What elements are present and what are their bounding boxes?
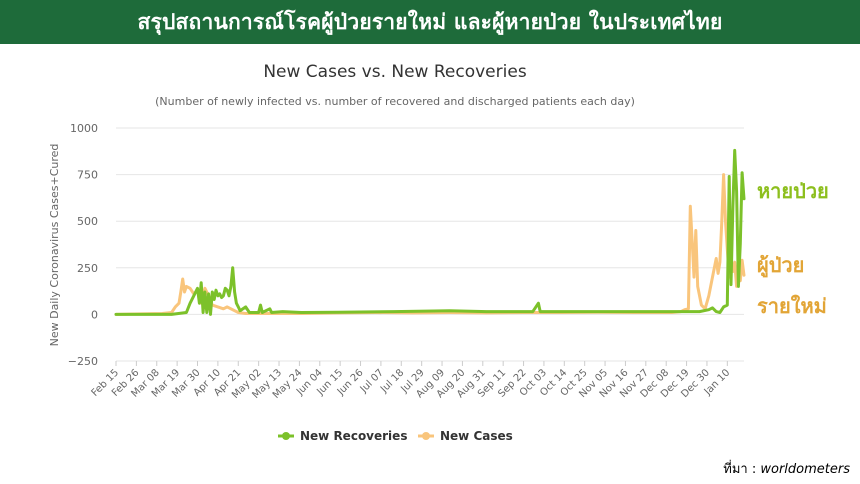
legend-new-recoveries-marker xyxy=(282,432,290,440)
recoveries-annotation: หายป่วย xyxy=(757,179,829,203)
legend-new-cases-marker xyxy=(422,432,430,440)
source-credit: ที่มา : worldometers xyxy=(723,458,850,479)
legend-new-recoveries-label: New Recoveries xyxy=(300,429,407,443)
y-tick-label: 0 xyxy=(91,308,98,321)
new-cases-annotation-line1: ผู้ป่วย xyxy=(757,253,805,277)
series-line-new-cases xyxy=(114,173,746,316)
y-tick-label: 500 xyxy=(77,215,98,228)
chart-title: New Cases vs. New Recoveries xyxy=(263,62,527,82)
page-banner: สรุปสถานการณ์โรคผู้ป่วยรายใหม่ และผู้หาย… xyxy=(0,0,860,44)
legend-new-cases-label: New Cases xyxy=(440,429,513,443)
new-cases-annotation-line2: รายใหม่ xyxy=(757,294,827,318)
source-prefix: ที่มา : xyxy=(723,462,761,477)
y-tick-label: 750 xyxy=(77,169,98,182)
y-tick-label: 1000 xyxy=(70,122,98,135)
series-line-new-recoveries xyxy=(114,148,746,316)
y-tick-label: 250 xyxy=(77,262,98,275)
chart-subtitle: (Number of newly infected vs. number of … xyxy=(155,95,635,108)
source-name: worldometers xyxy=(760,462,850,477)
banner-title: สรุปสถานการณ์โรคผู้ป่วยรายใหม่ และผู้หาย… xyxy=(137,9,723,34)
y-tick-label: −250 xyxy=(68,355,98,368)
y-axis-label: New Daily Coronavirus Cases+Cured xyxy=(48,144,61,347)
